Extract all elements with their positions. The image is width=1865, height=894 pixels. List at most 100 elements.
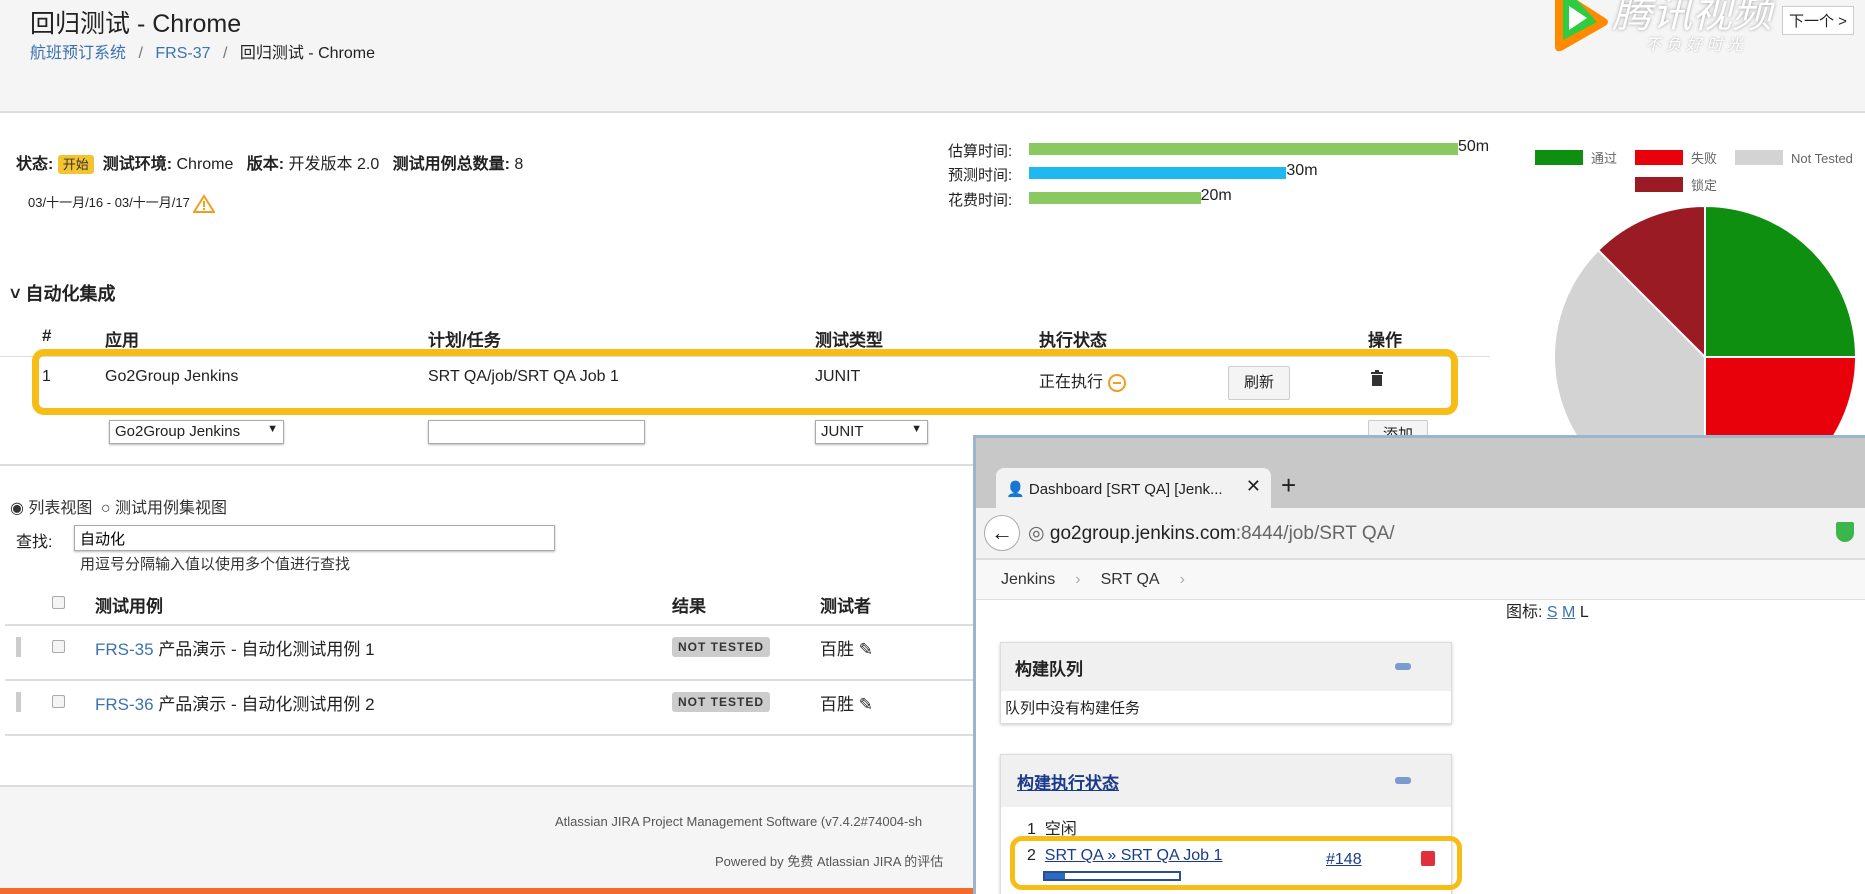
row-checkbox[interactable] (52, 640, 65, 653)
next-button[interactable]: 下一个 > (1782, 6, 1854, 35)
row-app: Go2Group Jenkins (105, 368, 239, 385)
time-value: 50m (1458, 138, 1490, 155)
row-num: 1 (42, 368, 51, 385)
icon-size-l[interactable]: L (1579, 604, 1589, 621)
chevron-down-icon: ▼ (911, 423, 922, 435)
select-all-checkbox[interactable] (52, 596, 65, 609)
time-label: 花费时间: (948, 192, 1013, 209)
automation-section-toggle[interactable]: ˅ 自动化集成 (10, 284, 116, 304)
queue-empty-text: 队列中没有构建任务 (1005, 700, 1141, 717)
time-label: 预测时间: (948, 167, 1013, 184)
tester-name: 百胜 (820, 640, 854, 659)
drag-handle-icon[interactable] (16, 637, 21, 657)
page-title: 回归测试 - Chrome (30, 10, 242, 38)
tester-name: 百胜 (820, 695, 854, 714)
refresh-button[interactable]: 刷新 (1228, 366, 1290, 400)
globe-icon: ◎ (1028, 523, 1045, 544)
back-button[interactable]: ← (984, 515, 1020, 551)
tab-jenkins-dashboard[interactable]: 👤 Dashboard [SRT QA] [Jenk... ✕ (996, 468, 1271, 510)
row-checkbox[interactable] (52, 695, 65, 708)
result-badge[interactable]: NOT TESTED (672, 637, 771, 657)
pencil-icon[interactable]: ✎ (858, 640, 873, 659)
set-view-label: 测试用例集视图 (114, 500, 227, 517)
build-progress-fill (1045, 873, 1066, 879)
row-job: SRT QA/job/SRT QA Job 1 (428, 368, 619, 385)
pie-slice-1 (1704, 356, 1858, 440)
legend-label: 通过 (1591, 151, 1617, 166)
address-bar: ← ◎ go2group.jenkins.com:8444/job/SRT QA… (976, 508, 1865, 560)
env-value: Chrome (176, 156, 234, 173)
col-job: 计划/任务 (428, 331, 501, 350)
time-bar (1029, 167, 1287, 179)
col-actions: 操作 (1368, 331, 1402, 350)
crumb-jenkins[interactable]: Jenkins (1001, 571, 1056, 588)
executor-job-link[interactable]: SRT QA » SRT QA Job 1 (1044, 847, 1223, 864)
url-path: :8444/job/SRT QA/ (1235, 523, 1395, 544)
test-key-link[interactable]: FRS-35 (95, 640, 154, 659)
shield-icon (1836, 522, 1854, 542)
close-tab-icon[interactable]: ✕ (1245, 476, 1261, 496)
result-badge[interactable]: NOT TESTED (672, 692, 771, 712)
col-testcase: 测试用例 (95, 597, 163, 616)
highlight-box (32, 349, 1458, 415)
collapse-icon[interactable] (1395, 663, 1411, 670)
executor-num: 2 (1027, 847, 1036, 864)
legend-swatch (1635, 150, 1683, 165)
job-input[interactable] (428, 420, 645, 444)
section-title: 自动化集成 (25, 284, 116, 304)
time-bar (1029, 192, 1201, 204)
radio-list-view[interactable]: ◉ 列表视图 (10, 500, 93, 517)
stop-build-icon[interactable] (1421, 851, 1435, 866)
icon-size-s[interactable]: S (1546, 604, 1558, 621)
status-label: 状态: (16, 156, 54, 173)
search-input[interactable] (74, 525, 555, 551)
legend-label: Not Tested (1791, 151, 1853, 166)
build-number-link[interactable]: #148 (1326, 851, 1362, 868)
divider (0, 464, 1490, 466)
type-select[interactable]: JUNIT ▼ (815, 420, 928, 444)
version-label: 版本: (246, 156, 285, 173)
legend-swatch (1535, 150, 1583, 165)
test-key-link[interactable]: FRS-36 (95, 695, 154, 714)
crumb-srtqa[interactable]: SRT QA (1100, 571, 1160, 588)
new-tab-icon[interactable]: + (1281, 470, 1297, 500)
watermark-slogan: 不 负 好 时 光 (1645, 37, 1743, 54)
breadcrumb-issue[interactable]: FRS-37 (155, 45, 211, 62)
trash-icon[interactable] (1370, 370, 1384, 386)
url-field[interactable]: ◎ go2group.jenkins.com:8444/job/SRT QA/ (1028, 522, 1395, 545)
app-select[interactable]: Go2Group Jenkins ▼ (109, 420, 284, 444)
col-type: 测试类型 (815, 331, 883, 350)
col-result: 结果 (672, 597, 706, 616)
row-status: 正在执行 (1039, 368, 1127, 393)
drag-handle-icon[interactable] (16, 692, 21, 712)
pencil-icon[interactable]: ✎ (858, 695, 873, 714)
type-select-value: JUNIT (821, 423, 864, 440)
breadcrumb: 航班预订系统 / FRS-37 / 回归测试 - Chrome (30, 45, 375, 62)
running-spinner-icon (1108, 373, 1127, 392)
tab-title: Dashboard [SRT QA] [Jenk... (1028, 481, 1223, 498)
video-progress-bar (0, 888, 1000, 894)
breadcrumb-project[interactable]: 航班预订系统 (30, 45, 127, 62)
chevron-down-icon: ▼ (267, 423, 278, 435)
legend-swatch (1635, 177, 1683, 192)
time-bar (1029, 143, 1458, 155)
summary-line: 状态: 开始 测试环境: Chrome 版本: 开发版本 2.0 测试用例总数量… (16, 150, 523, 174)
url-host: go2group.jenkins.com (1049, 523, 1236, 544)
count-label: 测试用例总数量: (392, 156, 510, 173)
collapse-icon[interactable] (1395, 777, 1411, 784)
footer-powered: Powered by 免费 Atlassian JIRA 的评估 (715, 854, 944, 869)
app-select-value: Go2Group Jenkins (115, 423, 241, 440)
date-range: 03/十一月/16 - 03/十一月/17 (28, 192, 217, 214)
icon-size-m[interactable]: M (1562, 604, 1576, 621)
search-hint: 用逗号分隔输入值以使用多个值进行查找 (80, 556, 351, 573)
legend-label: 锁定 (1691, 178, 1717, 193)
date-range-text: 03/十一月/16 - 03/十一月/17 (28, 195, 190, 210)
executor-title[interactable]: 构建执行状态 (1017, 774, 1119, 793)
radio-set-view[interactable]: ○ 测试用例集视图 (100, 500, 227, 517)
list-view-label: 列表视图 (28, 500, 93, 517)
col-app: 应用 (105, 331, 139, 350)
status-text: 正在执行 (1039, 374, 1104, 391)
time-value: 20m (1200, 187, 1232, 204)
env-label: 测试环境: (102, 156, 173, 173)
col-status: 执行状态 (1039, 331, 1107, 350)
